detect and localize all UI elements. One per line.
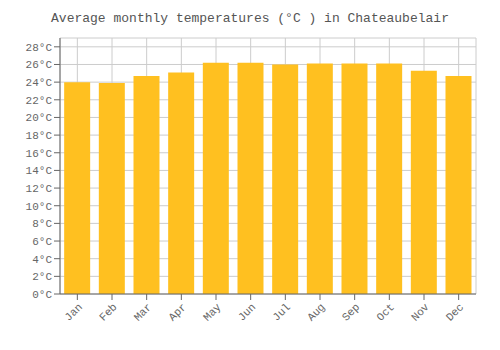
html-text:Average monthly temperatures (: Average monthly temperatures (°C ) in Ch… <box>51 11 449 26</box>
svg-text:2°C: 2°C <box>32 271 52 283</box>
svg-text:Feb: Feb <box>97 301 119 323</box>
svg-text:Jan: Jan <box>62 301 84 323</box>
svg-text:18°C: 18°C <box>26 130 53 142</box>
svg-text:May: May <box>201 301 224 324</box>
svg-text:6°C: 6°C <box>32 236 52 248</box>
svg-text:Sep: Sep <box>340 301 362 323</box>
svg-text:14°C: 14°C <box>26 165 53 177</box>
svg-text:12°C: 12°C <box>26 183 53 195</box>
svg-text:Oct: Oct <box>374 301 396 323</box>
svg-text:28°C: 28°C <box>26 42 53 54</box>
svg-text:24°C: 24°C <box>26 77 53 89</box>
svg-text:Jul: Jul <box>270 301 292 323</box>
svg-text:4°C: 4°C <box>32 254 52 266</box>
svg-text:Jun: Jun <box>236 301 258 323</box>
svg-text:20°C: 20°C <box>26 112 53 124</box>
svg-text:Mar: Mar <box>132 301 154 323</box>
svg-text:Dec: Dec <box>444 301 466 323</box>
svg-text:26°C: 26°C <box>26 59 53 71</box>
svg-text:22°C: 22°C <box>26 95 53 107</box>
svg-text:0°C: 0°C <box>32 289 52 301</box>
svg-text:Apr: Apr <box>166 301 188 323</box>
svg-text:Aug: Aug <box>305 301 327 323</box>
svg-text:10°C: 10°C <box>26 201 53 213</box>
svg-text:16°C: 16°C <box>26 148 53 160</box>
svg-text:8°C: 8°C <box>32 218 52 230</box>
svg-text:Nov: Nov <box>409 301 432 324</box>
